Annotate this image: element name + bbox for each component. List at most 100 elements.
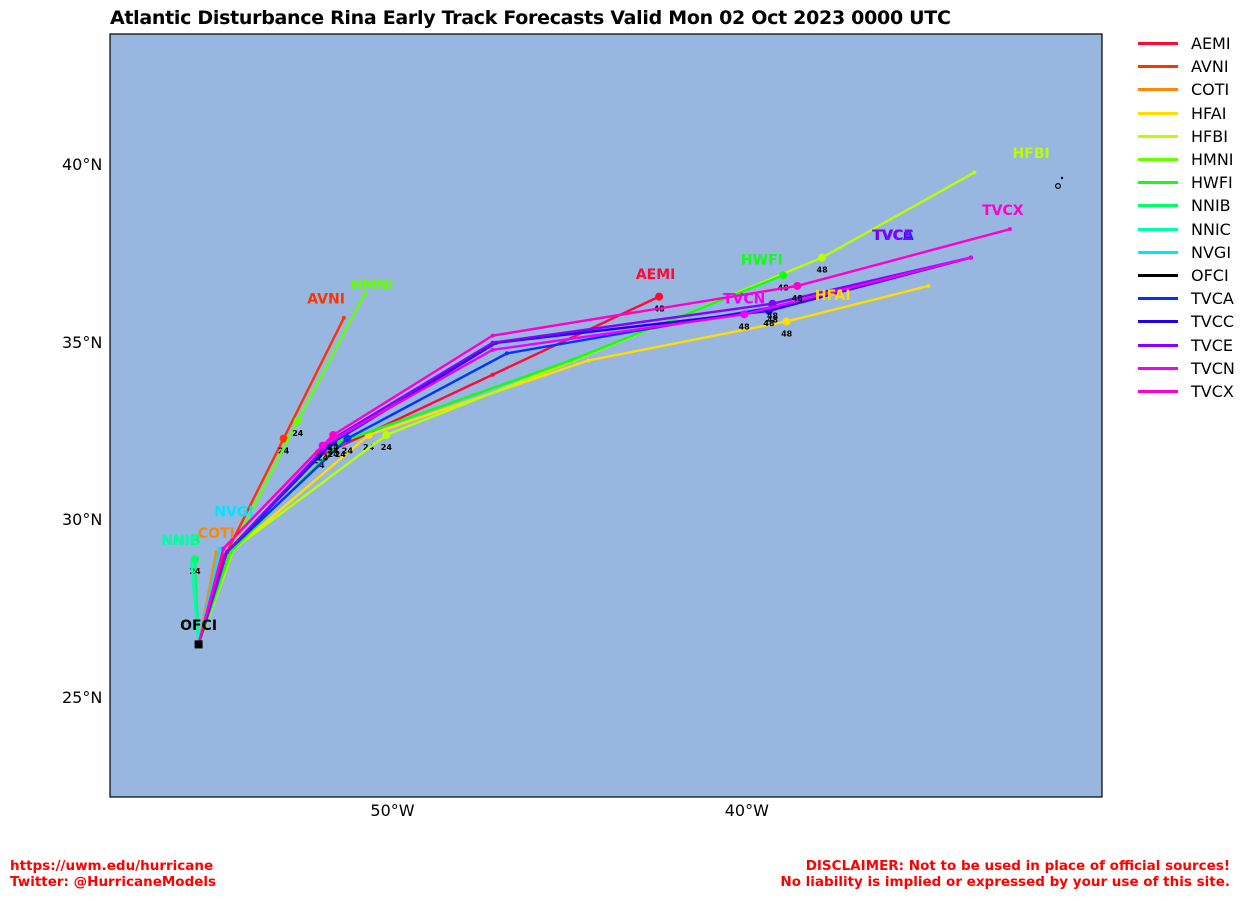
legend-swatch <box>1138 158 1178 162</box>
legend-label: HWFI <box>1191 173 1233 193</box>
track-point <box>490 340 495 345</box>
legend-swatch <box>1138 389 1178 393</box>
legend-label: AVNI <box>1191 57 1229 77</box>
track-line-tvce <box>197 256 972 645</box>
legend-label: AEMI <box>1191 34 1231 54</box>
legend-item-hwfi: HWFI <box>1138 171 1235 194</box>
legend-swatch <box>1138 134 1178 138</box>
forecast-hour-marker <box>655 292 664 301</box>
forecast-hour-marker <box>191 555 200 564</box>
forecast-hour-label: 24 <box>328 450 340 459</box>
forecast-hour-label: 24 <box>342 447 354 456</box>
track-point <box>224 550 229 555</box>
legend-item-tvca: TVCA <box>1138 287 1235 310</box>
legend-swatch <box>1138 250 1178 254</box>
model-label-tvca: TVCA <box>872 228 914 244</box>
track-point <box>972 170 977 175</box>
latitude-label: 35°N <box>62 332 103 352</box>
model-label-tvce: TVCE <box>873 228 913 244</box>
legend-item-ofci: OFCI <box>1138 264 1235 287</box>
track-point <box>221 546 226 551</box>
forecast-hour-marker <box>818 253 827 262</box>
track-point <box>504 351 509 356</box>
legend-label: TVCC <box>1191 312 1235 332</box>
legend-label: NNIC <box>1191 219 1231 239</box>
forecast-hour-marker <box>740 310 749 319</box>
disclaimer-line-1: DISCLAIMER: Not to be used in place of o… <box>805 858 1230 874</box>
track-point <box>926 283 931 288</box>
footer-url[interactable]: https://uwm.edu/hurricane <box>10 858 214 874</box>
forecast-hour-label: 48 <box>767 312 779 321</box>
legend-swatch <box>1138 204 1178 208</box>
legend-swatch <box>1138 366 1178 370</box>
ocean-area <box>109 33 1103 798</box>
origin-marker <box>194 640 203 649</box>
model-label-avni: AVNI <box>307 292 345 308</box>
legend-label: COTI <box>1191 80 1230 100</box>
forecast-hour-label: 24 <box>189 567 201 576</box>
forecast-hour-marker <box>382 431 391 440</box>
disclaimer-line-2: No liability is implied or expressed by … <box>780 874 1230 890</box>
legend-swatch <box>1138 227 1178 231</box>
forecast-hour-label: 24 <box>381 443 393 452</box>
forecast-hour-label: 48 <box>767 315 779 324</box>
model-label-nnic: NNIC <box>161 533 200 549</box>
model-label-tvcn: TVCN <box>723 292 765 308</box>
forecast-hour-marker <box>329 431 338 440</box>
forecast-hour-marker <box>279 434 288 443</box>
forecast-hour-label: 24 <box>335 450 347 459</box>
track-point <box>968 255 973 260</box>
model-label-coti: COTI <box>198 526 235 542</box>
legend-item-hmni: HMNI <box>1138 148 1235 171</box>
forecast-hour-label: 48 <box>817 266 829 275</box>
track-point <box>341 315 346 320</box>
legend-swatch <box>1138 111 1178 115</box>
legend-swatch <box>1138 297 1178 301</box>
forecast-hour-label: 24 <box>328 443 340 452</box>
model-label-aemi: AEMI <box>636 267 676 283</box>
footer-twitter[interactable]: Twitter: @HurricaneModels <box>10 874 217 890</box>
model-label-hfai: HFAI <box>815 288 851 304</box>
forecast-hour-label: 24 <box>292 429 304 438</box>
legend-swatch <box>1138 320 1178 324</box>
legend-item-coti: COTI <box>1138 78 1235 101</box>
map-title: Atlantic Disturbance Rina Early Track Fo… <box>110 7 951 29</box>
legend-swatch <box>1138 343 1178 347</box>
footer-left: https://uwm.edu/hurricane Twitter: @Hurr… <box>10 858 216 890</box>
legend-swatch <box>1138 88 1178 92</box>
legend-swatch <box>1138 65 1178 69</box>
forecast-hour-marker <box>293 416 302 425</box>
legend-label: HFBI <box>1191 126 1228 146</box>
forecast-hour-label: 48 <box>792 294 804 303</box>
legend-item-tvcx: TVCX <box>1138 380 1235 403</box>
model-label-tvcc: TVCC <box>873 228 914 244</box>
legend-label: OFCI <box>1191 265 1229 285</box>
track-line-nnic <box>190 562 200 645</box>
latitude-label: 25°N <box>62 687 103 707</box>
legend-label: TVCA <box>1191 289 1234 309</box>
model-label-hfbi: HFBI <box>1013 146 1050 162</box>
track-line-hfbi <box>197 171 976 645</box>
legend-item-aemi: AEMI <box>1138 32 1235 55</box>
legend-label: NNIB <box>1191 196 1231 216</box>
model-label-nnib: NNIB <box>161 533 200 549</box>
track-point <box>1007 227 1012 232</box>
legend-item-nnib: NNIB <box>1138 194 1235 217</box>
model-label-hmni: HMNI <box>351 278 394 294</box>
forecast-hour-label: 48 <box>739 322 751 331</box>
legend-item-tvce: TVCE <box>1138 333 1235 356</box>
legend: AEMI AVNI COTI HFAI HFBI HMNI HWFI NNIB NNIC NVGI… <box>1138 32 1235 403</box>
model-label-nvgi: NVGI <box>214 505 253 521</box>
legend-label: TVCE <box>1191 335 1233 355</box>
legend-label: TVCN <box>1191 358 1235 378</box>
latitude-label: 40°N <box>62 155 103 175</box>
latitude-label: 30°N <box>62 510 103 530</box>
track-point <box>189 560 194 565</box>
track-point <box>568 358 573 363</box>
legend-item-nnic: NNIC <box>1138 218 1235 241</box>
track-line-tvcx <box>197 228 1011 645</box>
legend-swatch <box>1138 42 1178 46</box>
track-point <box>363 291 368 296</box>
track-point <box>214 550 219 555</box>
legend-item-hfai: HFAI <box>1138 102 1235 125</box>
